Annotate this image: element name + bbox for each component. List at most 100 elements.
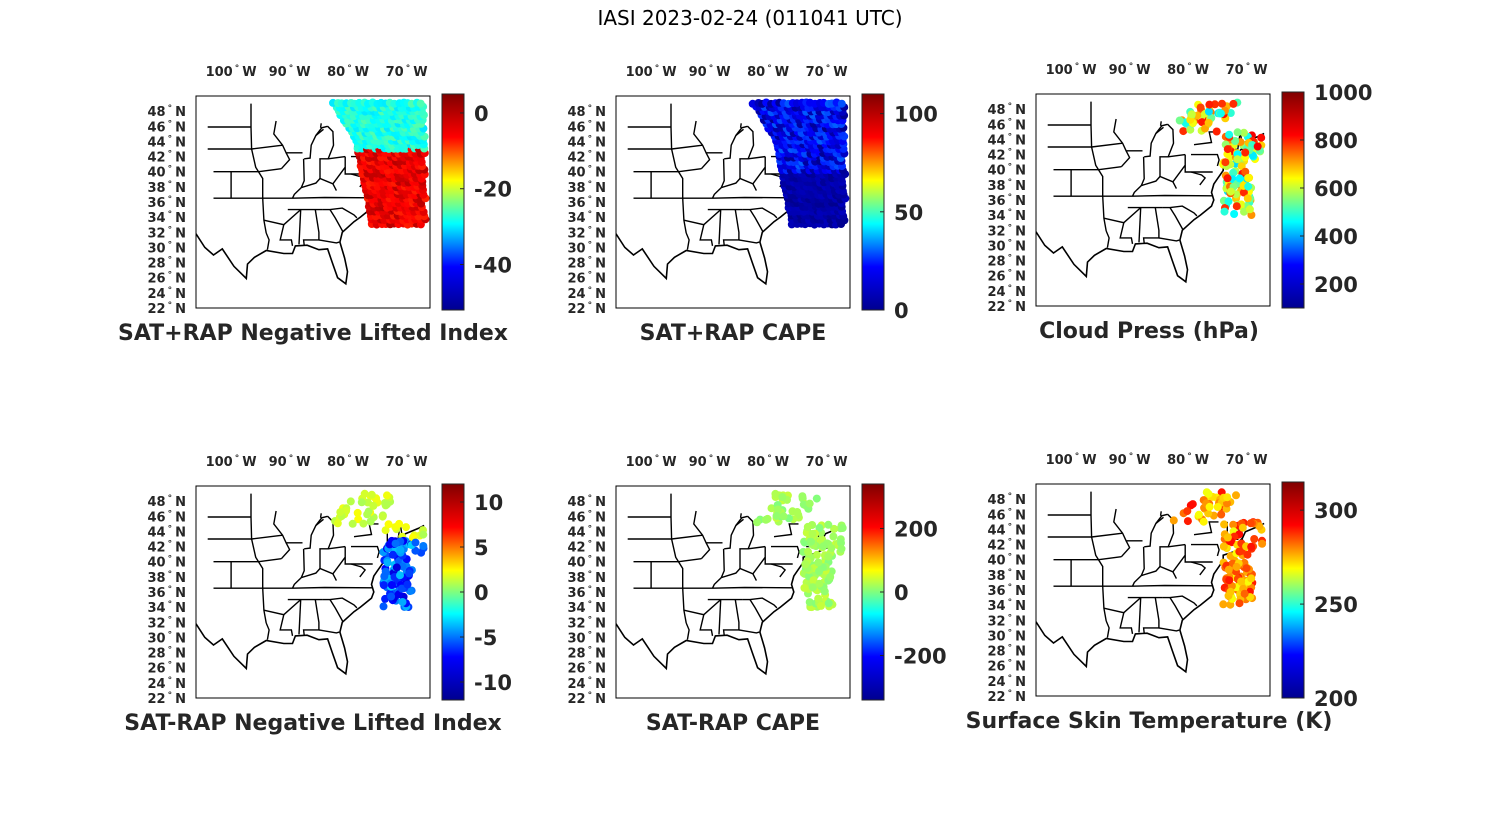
state-border bbox=[263, 599, 302, 616]
state-border bbox=[1162, 595, 1198, 607]
state-border bbox=[350, 563, 367, 578]
panel-caption: SAT-RAP CAPE bbox=[646, 711, 820, 736]
lat-label: 26 ° N bbox=[148, 271, 186, 287]
lat-label: 30 ° N bbox=[148, 630, 186, 646]
observation-dot bbox=[1217, 510, 1226, 519]
observation-dot bbox=[837, 99, 846, 108]
state-border bbox=[739, 513, 742, 518]
lat-label: 26 ° N bbox=[988, 269, 1026, 285]
state-border bbox=[685, 622, 690, 640]
observation-dot bbox=[397, 584, 406, 593]
observation-dot bbox=[367, 490, 376, 499]
state-border bbox=[1159, 121, 1162, 126]
state-border bbox=[298, 599, 302, 635]
observation-dot bbox=[830, 524, 839, 533]
lon-label: 70 ° W bbox=[806, 64, 848, 80]
observation-dot bbox=[837, 544, 846, 553]
lon-label: 70 ° W bbox=[1226, 62, 1268, 78]
observation-dot bbox=[398, 598, 407, 606]
lon-label: 70 ° W bbox=[1226, 452, 1268, 468]
state-border bbox=[1119, 612, 1134, 635]
state-border bbox=[1103, 597, 1142, 614]
state-border bbox=[1053, 584, 1213, 587]
observation-dot bbox=[1247, 574, 1256, 583]
colorbar-tick-label: 1000 bbox=[1314, 81, 1372, 105]
colorbar bbox=[1281, 91, 1305, 309]
colorbar-tick-label: 800 bbox=[1314, 129, 1358, 153]
lat-label: 22 ° N bbox=[148, 301, 186, 317]
state-border bbox=[718, 599, 722, 635]
state-border bbox=[300, 158, 305, 188]
colorbar-tick-label: -10 bbox=[474, 671, 512, 695]
state-border bbox=[1184, 154, 1213, 173]
lat-label: 28 ° N bbox=[568, 256, 606, 272]
observation-dot bbox=[824, 520, 833, 529]
lat-label: 26 ° N bbox=[988, 659, 1026, 675]
observation-dot bbox=[773, 505, 782, 514]
map-frame bbox=[195, 485, 431, 699]
map-panel-3-svg: 48 ° N46 ° N44 ° N42 ° N40 ° N38 ° N36 ° N34 ° N32 ° N30 ° N… bbox=[988, 62, 1373, 344]
observation-dot bbox=[1183, 507, 1192, 516]
state-border bbox=[627, 144, 703, 150]
observation-dot bbox=[1186, 125, 1195, 134]
state-border bbox=[300, 548, 305, 578]
observation-dot bbox=[814, 558, 823, 567]
lat-label: 46 ° N bbox=[148, 119, 186, 135]
state-border bbox=[720, 158, 725, 188]
state-border bbox=[685, 232, 690, 250]
state-border bbox=[693, 510, 723, 544]
lat-label: 34 ° N bbox=[148, 600, 186, 616]
observation-dot bbox=[817, 601, 825, 610]
lon-label: 100 ° W bbox=[206, 64, 257, 80]
colorbar-tick-label: 0 bbox=[894, 581, 909, 605]
lat-label: 46 ° N bbox=[988, 507, 1026, 523]
lon-label: 70 ° W bbox=[806, 454, 848, 470]
state-border bbox=[738, 629, 760, 634]
state-border bbox=[327, 125, 335, 160]
observation-dot bbox=[1229, 168, 1238, 177]
lat-label: 26 ° N bbox=[568, 271, 606, 287]
state-border bbox=[273, 510, 303, 544]
observation-dot bbox=[808, 583, 817, 592]
observation-dot bbox=[383, 500, 391, 509]
observation-dot bbox=[411, 546, 420, 555]
state-border bbox=[627, 534, 703, 540]
state-border bbox=[1167, 513, 1175, 548]
lat-label: 34 ° N bbox=[568, 210, 606, 226]
observation-dot bbox=[1218, 99, 1226, 108]
map-panel-6-svg: 48 ° N46 ° N44 ° N42 ° N40 ° N38 ° N36 ° N34 ° N32 ° N30 ° N… bbox=[966, 452, 1358, 734]
observation-dot bbox=[814, 594, 823, 603]
state-border bbox=[302, 209, 320, 246]
observation-dot bbox=[1245, 205, 1254, 214]
observation-dot bbox=[353, 508, 362, 517]
state-border bbox=[749, 209, 764, 232]
observation-dot bbox=[1194, 510, 1203, 519]
observation-dot bbox=[1246, 519, 1255, 528]
colorbar-tick-label: 100 bbox=[894, 103, 938, 127]
lat-label: 40 ° N bbox=[988, 553, 1026, 569]
lon-label: 100 ° W bbox=[626, 64, 677, 80]
observation-dot bbox=[805, 598, 814, 607]
observation-dot bbox=[357, 498, 366, 507]
lat-label: 44 ° N bbox=[988, 522, 1026, 538]
state-border bbox=[1162, 205, 1198, 217]
observation-dot bbox=[387, 592, 396, 601]
observation-dot bbox=[1225, 576, 1234, 585]
state-border bbox=[724, 125, 748, 160]
observation-dot bbox=[753, 518, 761, 527]
lat-label: 28 ° N bbox=[988, 254, 1026, 270]
state-border bbox=[1131, 175, 1178, 197]
observation-dot bbox=[1224, 565, 1233, 574]
observation-dot bbox=[820, 587, 829, 596]
state-border bbox=[1155, 126, 1164, 134]
lat-label: 32 ° N bbox=[988, 223, 1026, 239]
lon-label: 90 ° W bbox=[1109, 62, 1151, 78]
observation-dot bbox=[369, 501, 378, 510]
lon-label: 70 ° W bbox=[386, 64, 428, 80]
state-border bbox=[633, 196, 793, 199]
observation-dot bbox=[812, 494, 821, 503]
lat-label: 44 ° N bbox=[988, 132, 1026, 148]
state-border bbox=[213, 196, 373, 199]
lat-label: 38 ° N bbox=[568, 180, 606, 196]
observation-dot bbox=[1216, 109, 1225, 118]
